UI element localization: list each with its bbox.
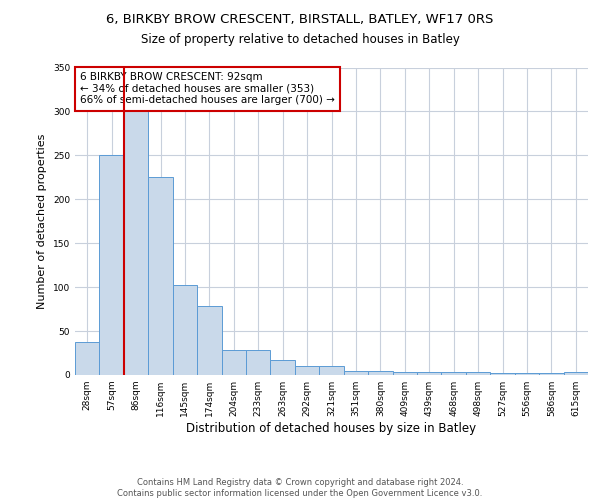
Bar: [515, 373, 539, 375]
Bar: [466, 372, 490, 375]
Bar: [368, 370, 392, 375]
Text: Size of property relative to detached houses in Batley: Size of property relative to detached ho…: [140, 32, 460, 46]
Bar: [100, 156, 124, 375]
Bar: [271, 360, 295, 375]
Bar: [295, 366, 319, 375]
Bar: [221, 350, 246, 375]
Bar: [490, 373, 515, 375]
Bar: [344, 370, 368, 375]
Bar: [75, 342, 100, 375]
Bar: [563, 372, 588, 375]
Bar: [442, 372, 466, 375]
Bar: [246, 350, 271, 375]
Text: 6, BIRKBY BROW CRESCENT, BIRSTALL, BATLEY, WF17 0RS: 6, BIRKBY BROW CRESCENT, BIRSTALL, BATLE…: [106, 12, 494, 26]
Bar: [197, 306, 221, 375]
Bar: [539, 373, 563, 375]
Bar: [148, 178, 173, 375]
Y-axis label: Number of detached properties: Number of detached properties: [37, 134, 47, 309]
Bar: [392, 372, 417, 375]
Bar: [319, 366, 344, 375]
Bar: [124, 80, 148, 375]
X-axis label: Distribution of detached houses by size in Batley: Distribution of detached houses by size …: [187, 422, 476, 435]
Text: 6 BIRKBY BROW CRESCENT: 92sqm
← 34% of detached houses are smaller (353)
66% of : 6 BIRKBY BROW CRESCENT: 92sqm ← 34% of d…: [80, 72, 335, 106]
Bar: [417, 372, 442, 375]
Bar: [173, 284, 197, 375]
Text: Contains HM Land Registry data © Crown copyright and database right 2024.
Contai: Contains HM Land Registry data © Crown c…: [118, 478, 482, 498]
